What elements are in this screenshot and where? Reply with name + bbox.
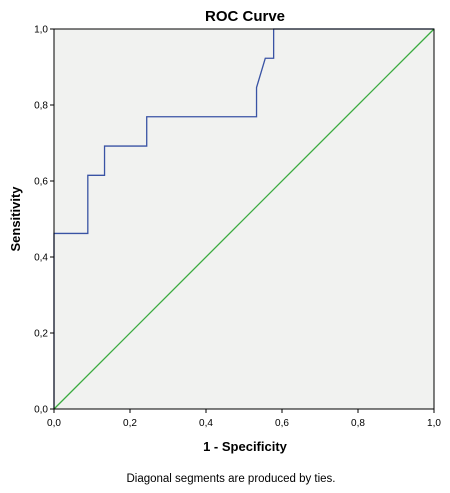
y-tick-label: 0,6 bbox=[34, 177, 48, 188]
x-tick-label: 1,0 bbox=[427, 418, 441, 429]
plot-frame bbox=[53, 28, 435, 410]
x-tick-label: 0,2 bbox=[123, 418, 137, 429]
y-tick-label: 0,4 bbox=[34, 253, 48, 264]
roc-curve-line bbox=[53, 28, 434, 409]
series-layer bbox=[53, 28, 435, 410]
chart-title: ROC Curve bbox=[205, 8, 285, 25]
y-axis-label: Sensitivity bbox=[8, 186, 23, 252]
x-tick-label: 0,8 bbox=[351, 418, 365, 429]
x-tick-label: 0,0 bbox=[47, 418, 61, 429]
y-tick-label: 0,2 bbox=[34, 329, 48, 340]
axes bbox=[50, 28, 435, 413]
x-axis-label: 1 - Specificity bbox=[203, 439, 288, 454]
footnote: Diagonal segments are produced by ties. bbox=[126, 473, 335, 485]
reference-diagonal-line bbox=[53, 28, 435, 410]
y-tick-label: 0,0 bbox=[34, 405, 48, 416]
x-tick-label: 0,6 bbox=[275, 418, 289, 429]
tick-labels: 0,0 0,2 0,4 0,6 0,8 1,0 0,0 0,2 0,4 0,6 0,8 1,0 bbox=[34, 25, 441, 430]
x-tick-label: 0,4 bbox=[199, 418, 213, 429]
y-tick-label: 1,0 bbox=[34, 25, 48, 36]
y-tick-label: 0,8 bbox=[34, 101, 48, 112]
